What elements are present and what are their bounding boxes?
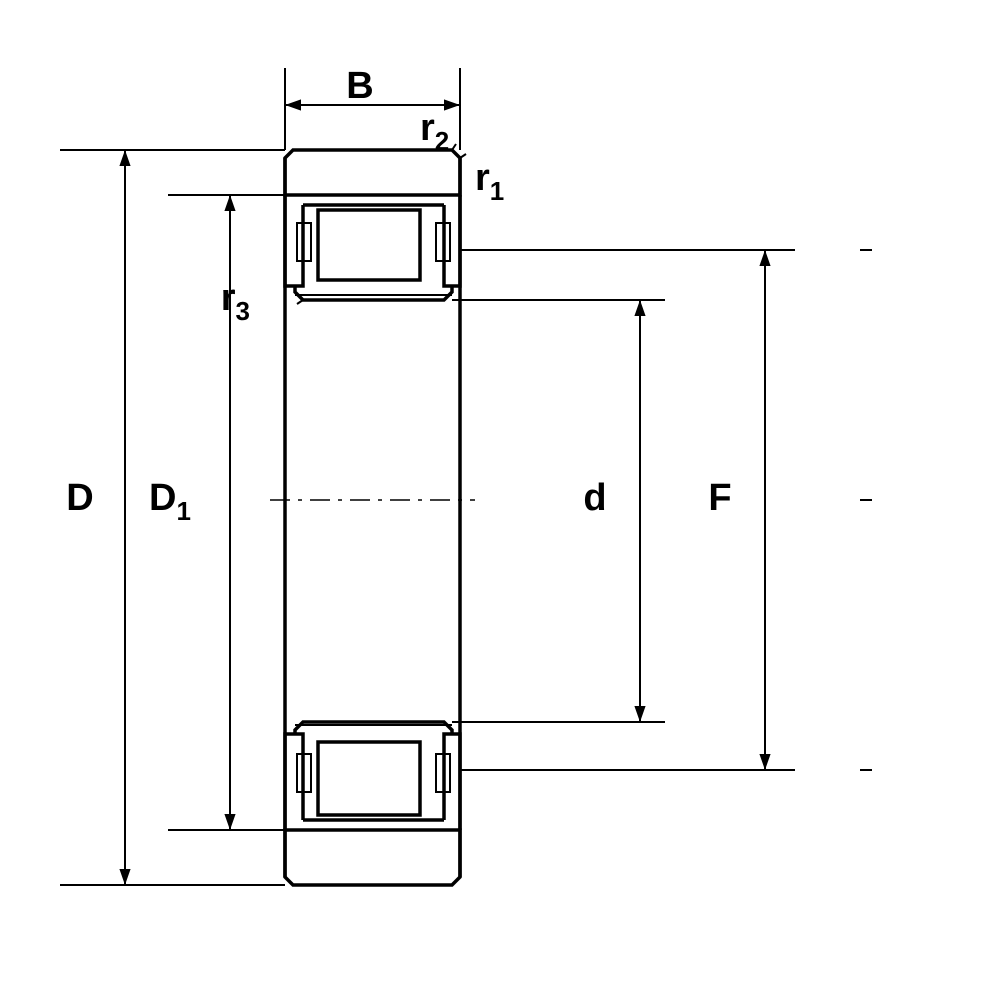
outer-ring-bottom: [285, 830, 460, 885]
dim-B: B: [346, 65, 373, 107]
dim-F: F: [708, 477, 731, 519]
inner-ring-top: [295, 286, 452, 300]
outer-ring-top: [285, 150, 460, 195]
dim-D: D: [66, 477, 93, 519]
dim-r1: r1: [475, 157, 504, 206]
dim-d: d: [583, 477, 606, 519]
dim-r2: r2: [420, 107, 449, 156]
dim-D1: D1: [149, 477, 191, 526]
inner-ring-bottom: [295, 722, 452, 734]
dim-r3: r3: [221, 277, 250, 326]
roller-top: [318, 210, 420, 280]
roller-bottom: [318, 742, 420, 815]
